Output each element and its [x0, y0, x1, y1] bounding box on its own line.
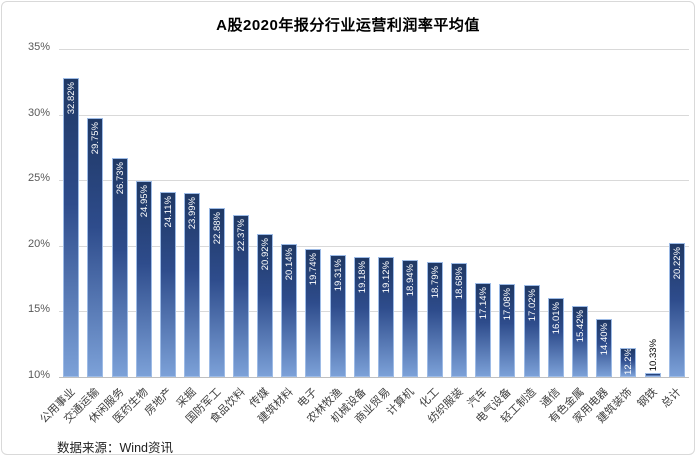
bar: 19.18% — [354, 257, 370, 377]
bar — [645, 373, 661, 377]
bar: 22.37% — [233, 215, 249, 377]
bar: 12.2% — [620, 348, 636, 377]
y-axis-tick-label: 20% — [27, 237, 50, 250]
bar-value-label: 22.88% — [211, 212, 223, 245]
bar: 19.31% — [330, 255, 346, 377]
bar: 24.11% — [160, 192, 176, 377]
bar: 17.02% — [524, 285, 540, 377]
bar-value-label: 16.01% — [550, 302, 562, 335]
bar-value-label: 29.75% — [89, 122, 101, 155]
gridline — [59, 180, 689, 182]
bar-value-label: 24.95% — [138, 185, 150, 218]
bar: 15.42% — [572, 306, 588, 377]
bar-value-label: 18.94% — [404, 264, 416, 297]
bar: 14.40% — [596, 319, 612, 377]
bar-value-label: 22.37% — [235, 219, 247, 252]
bar: 22.88% — [209, 208, 225, 377]
bar: 24.95% — [136, 181, 152, 377]
bar: 18.79% — [427, 262, 443, 377]
bar: 20.92% — [257, 234, 273, 377]
source-note: 数据来源：Wind资讯 — [57, 441, 173, 455]
x-axis-category-label: 总计 — [659, 386, 684, 411]
gridline — [59, 245, 689, 247]
bar-value-label: 19.18% — [356, 261, 368, 294]
gridline — [59, 311, 689, 313]
bar: 19.74% — [305, 249, 321, 377]
x-axis-category-label: 钢铁 — [635, 386, 660, 411]
bar-value-label: 32.82% — [65, 82, 77, 115]
bar: 29.75% — [87, 118, 103, 377]
bar-value-label: 17.08% — [501, 288, 513, 321]
bar-value-label: 17.02% — [526, 289, 538, 322]
gridline — [59, 377, 689, 378]
bar-value-label: 20.14% — [283, 248, 295, 281]
bar-value-label: 18.68% — [453, 267, 465, 300]
bar-value-label: 14.40% — [598, 323, 610, 356]
bar: 17.14% — [475, 283, 491, 377]
y-axis-tick-label: 15% — [27, 303, 50, 316]
bar-value-label: 10.33% — [647, 338, 659, 371]
bar: 19.12% — [378, 257, 394, 377]
y-axis-tick-label: 30% — [27, 106, 50, 119]
bar-value-label: 12.2% — [622, 348, 634, 375]
bar-value-label: 26.73% — [114, 162, 126, 195]
bar: 20.22% — [669, 243, 685, 377]
y-axis-tick-label: 35% — [27, 41, 50, 53]
chart-title: A股2020年报分行业运营利润率平均值 — [216, 17, 480, 34]
bar-value-label: 19.74% — [307, 253, 319, 286]
bar: 23.99% — [184, 193, 200, 377]
bar-value-label: 24.11% — [162, 196, 174, 228]
plot-area: 32.82% 29.75% 26.73% 24.95% 24.11% 23.99% 22.8… — [59, 49, 689, 378]
bar-value-label: 20.22% — [671, 247, 683, 280]
bar-value-label: 23.99% — [186, 197, 198, 230]
bar-value-label: 19.31% — [332, 259, 344, 292]
bar-value-label: 19.12% — [380, 261, 392, 294]
bar: 18.68% — [451, 263, 467, 377]
bar: 17.08% — [499, 284, 515, 377]
gridline — [59, 49, 689, 50]
bar: 20.14% — [281, 244, 297, 377]
bar-value-label: 17.14% — [477, 287, 489, 320]
bar-value-label: 15.42% — [574, 310, 586, 343]
bar: 18.94% — [402, 260, 418, 377]
gridline — [59, 114, 689, 116]
y-axis-tick-label: 25% — [27, 172, 50, 185]
bar: 16.01% — [548, 298, 564, 377]
bar-value-label: 20.92% — [259, 238, 271, 271]
bar-value-label: 18.79% — [429, 266, 441, 299]
bar: 32.82% — [63, 78, 79, 377]
bar: 26.73% — [112, 158, 128, 377]
y-axis-tick-label: 10% — [27, 369, 50, 381]
